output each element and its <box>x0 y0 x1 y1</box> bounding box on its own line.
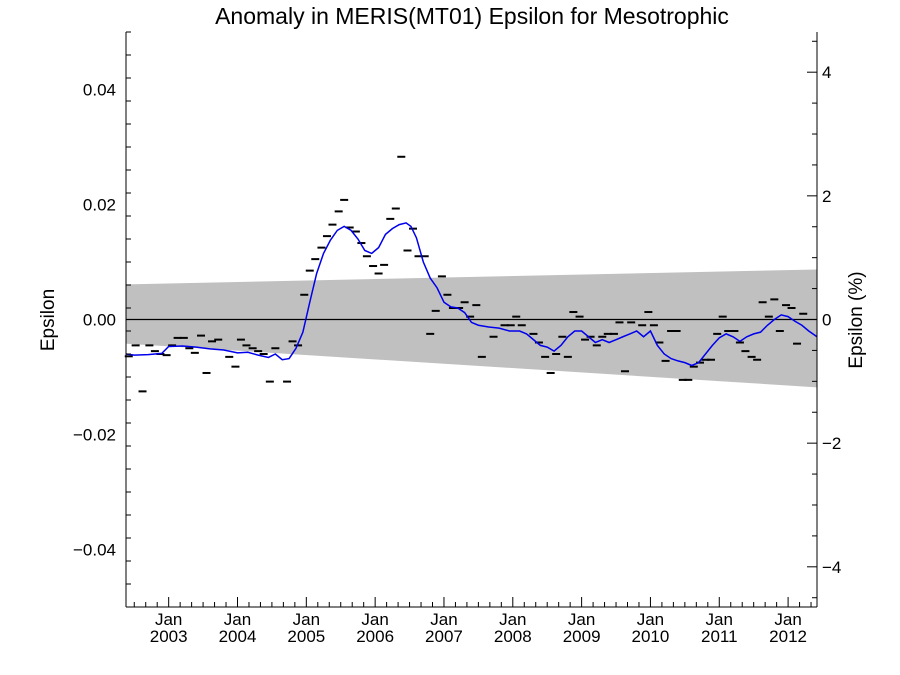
x-tick-label-month: Jan <box>224 610 251 629</box>
axes: −0.04−0.020.000.020.04−4−2024Jan2003Jan2… <box>73 31 841 646</box>
x-tick-label-year: 2010 <box>632 627 670 646</box>
y-right-tick-label: 2 <box>822 187 831 206</box>
y-right-tick-label: −2 <box>822 434 841 453</box>
x-tick-label-month: Jan <box>499 610 526 629</box>
x-tick-label-year: 2006 <box>356 627 394 646</box>
x-tick-label-month: Jan <box>637 610 664 629</box>
x-tick-label-year: 2008 <box>494 627 532 646</box>
y-tick-label: 0.00 <box>83 311 116 330</box>
y-axis-label-right: Epsilon (%) <box>846 271 867 368</box>
x-tick-label-month: Jan <box>706 610 733 629</box>
y-tick-label: 0.04 <box>83 81 116 100</box>
uncertainty-band <box>126 269 817 388</box>
x-tick-label-year: 2007 <box>425 627 463 646</box>
y-right-tick-label: 0 <box>822 311 831 330</box>
y-right-tick-label: 4 <box>822 63 831 82</box>
x-tick-label-month: Jan <box>155 610 182 629</box>
x-tick-label-month: Jan <box>293 610 320 629</box>
chart-title: Anomaly in MERIS(MT01) Epsilon for Mesot… <box>215 3 729 29</box>
y-tick-label: −0.02 <box>73 426 116 445</box>
x-tick-label-month: Jan <box>774 610 801 629</box>
x-tick-label-month: Jan <box>568 610 595 629</box>
y-right-tick-label: −4 <box>822 558 841 577</box>
smoothed-series-line <box>125 222 818 367</box>
x-tick-label-year: 2012 <box>769 627 807 646</box>
y-tick-label: 0.02 <box>83 196 116 215</box>
x-tick-label-year: 2004 <box>219 627 257 646</box>
x-tick-label-year: 2005 <box>287 627 325 646</box>
x-tick-label-year: 2003 <box>150 627 188 646</box>
x-tick-label-year: 2011 <box>701 627 738 646</box>
y-tick-label: −0.04 <box>73 541 116 560</box>
x-tick-label-year: 2009 <box>563 627 601 646</box>
y-axis-label: Epsilon <box>38 289 59 351</box>
x-tick-label-month: Jan <box>361 610 388 629</box>
x-tick-label-month: Jan <box>430 610 457 629</box>
plot-area <box>124 155 818 393</box>
